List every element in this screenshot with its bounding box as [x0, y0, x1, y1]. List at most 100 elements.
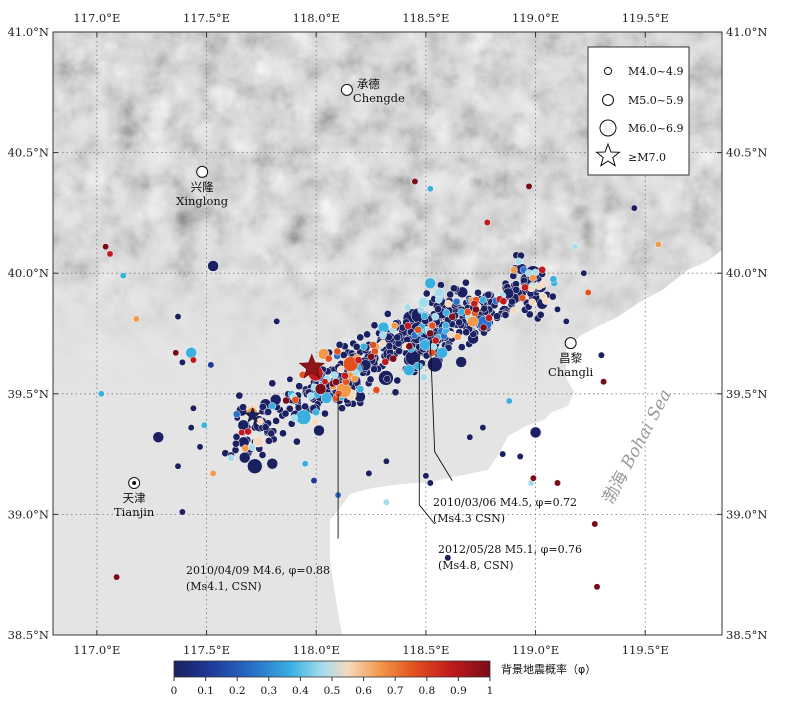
earthquake-marker — [455, 318, 464, 327]
lon-tick-top: 118.0°E — [293, 11, 340, 25]
earthquake-marker — [239, 403, 247, 412]
earthquake-marker — [238, 428, 246, 436]
earthquake-marker — [554, 305, 561, 313]
earthquake-marker — [367, 352, 376, 361]
axis-ticks: 117.0°E 117.0°E 117.5°E 117.5°E 118.0°E 118.0… — [8, 11, 768, 657]
earthquake-marker — [472, 305, 480, 314]
earthquake-marker — [336, 365, 345, 374]
earthquake-marker — [447, 330, 455, 339]
earthquake-marker — [562, 317, 570, 325]
earthquake-marker — [291, 395, 300, 404]
earthquake-marker — [174, 313, 182, 321]
earthquake-marker — [527, 284, 536, 293]
earthquake-marker — [403, 364, 415, 376]
annotation-lines — [337, 340, 453, 539]
earthquake-marker — [261, 423, 270, 432]
earthquake-marker — [474, 288, 482, 297]
earthquake-marker — [102, 243, 110, 251]
legend-m4-circle — [603, 66, 613, 76]
magnitude-legend: M4.0~4.9 M5.0~5.9 M6.0~6.9 ≥M7.0 — [587, 46, 690, 176]
earthquake-marker — [97, 390, 105, 398]
annotation-2010-04-09-line1: 2010/04/09 M4.6, φ=0.88 — [186, 564, 330, 577]
lat-tick-left: 39.5°N — [8, 387, 49, 401]
colorbar-tick-label: 0.2 — [229, 685, 246, 697]
earthquake-marker — [306, 392, 315, 400]
earthquake-marker — [365, 469, 373, 477]
earthquake-marker — [554, 479, 561, 487]
lat-tick-left: 40.5°N — [8, 146, 49, 160]
earthquake-marker — [390, 321, 399, 330]
lat-tick-right: 40.0°N — [726, 266, 767, 280]
earthquake-marker — [538, 265, 547, 274]
earthquake-marker — [591, 520, 599, 528]
earthquake-marker — [310, 477, 318, 485]
earthquake-marker — [501, 311, 510, 319]
earthquake-marker — [178, 508, 186, 516]
city-name-en: Chengde — [353, 91, 405, 105]
earthquake-marker — [493, 312, 501, 321]
earthquake-marker — [426, 329, 435, 338]
earthquake-marker — [232, 410, 241, 419]
earthquake-marker — [312, 408, 320, 417]
city-name-en: Tianjin — [114, 505, 155, 519]
city-name-cn: 兴隆 — [191, 180, 214, 194]
earthquake-marker — [241, 444, 250, 453]
lat-tick-right: 40.5°N — [726, 146, 767, 160]
earthquake-marker — [119, 272, 127, 280]
earthquake-marker — [152, 431, 165, 443]
earthquake-marker — [422, 472, 430, 480]
earthquake-marker — [444, 299, 453, 308]
earthquake-marker — [369, 341, 378, 349]
earthquake-marker — [525, 310, 534, 319]
annotation-leader-line — [429, 340, 453, 481]
earthquake-marker — [335, 340, 344, 349]
city-marker — [340, 83, 353, 96]
lat-tick-left: 38.5°N — [8, 628, 49, 642]
earthquake-marker — [382, 457, 390, 465]
earthquake-marker — [333, 347, 342, 356]
earthquake-marker — [405, 342, 414, 351]
legend-m6-label: M6.0~6.9 — [628, 122, 683, 135]
legend-m4-label: M4.0~4.9 — [628, 65, 683, 78]
legend-m7-label: ≥M7.0 — [628, 151, 666, 164]
earthquake-marker — [232, 439, 240, 448]
annotation-2010-04-09-line2: (Ms4.1, CSN) — [186, 580, 262, 593]
earthquake-marker — [521, 283, 529, 292]
earthquake-marker — [427, 356, 443, 373]
earthquake-marker — [338, 404, 346, 413]
probability-colorbar: 0 0.1 0.2 0.3 0.4 0.5 0.6 0.7 0.8 0.9 1 背景地震概率（φ） — [171, 660, 596, 697]
city-name-cn: 天津 — [123, 491, 146, 505]
earthquake-marker — [389, 354, 398, 363]
colorbar-ticks: 0 0.1 0.2 0.3 0.4 0.5 0.6 0.7 0.8 0.9 1 — [171, 677, 493, 697]
earthquake-marker — [295, 409, 312, 425]
earthquake-marker — [529, 426, 542, 439]
earthquake-marker — [342, 356, 359, 372]
earthquake-marker — [382, 498, 390, 506]
lon-tick-bottom: 118.0°E — [293, 643, 340, 657]
lat-tick-left: 41.0°N — [8, 25, 49, 39]
earthquake-marker — [452, 297, 461, 306]
capital-dot — [132, 481, 137, 486]
earthquake-marker — [463, 308, 472, 316]
earthquake-marker — [290, 414, 298, 422]
earthquake-marker — [518, 294, 527, 302]
colorbar-tick-label: 0.3 — [260, 685, 277, 697]
earthquake-marker — [431, 312, 440, 321]
earthquake-marker — [654, 240, 662, 248]
earthquake-marker — [185, 347, 197, 359]
annotation-leader-line — [418, 350, 436, 525]
legend-m5-circle — [602, 94, 614, 106]
earthquake-marker — [174, 462, 182, 470]
earthquake-marker — [404, 322, 412, 330]
earthquake-marker — [350, 374, 359, 383]
lon-tick-bottom: 117.0°E — [73, 643, 120, 657]
earthquake-marker — [301, 402, 309, 411]
earthquake-marker — [106, 250, 114, 258]
earthquake-marker — [265, 437, 273, 445]
earthquake-marker — [508, 297, 516, 306]
earthquake-marker — [516, 453, 524, 460]
earthquake-marker — [457, 343, 466, 351]
earthquake-marker — [422, 289, 431, 298]
earthquake-marker — [485, 314, 493, 322]
